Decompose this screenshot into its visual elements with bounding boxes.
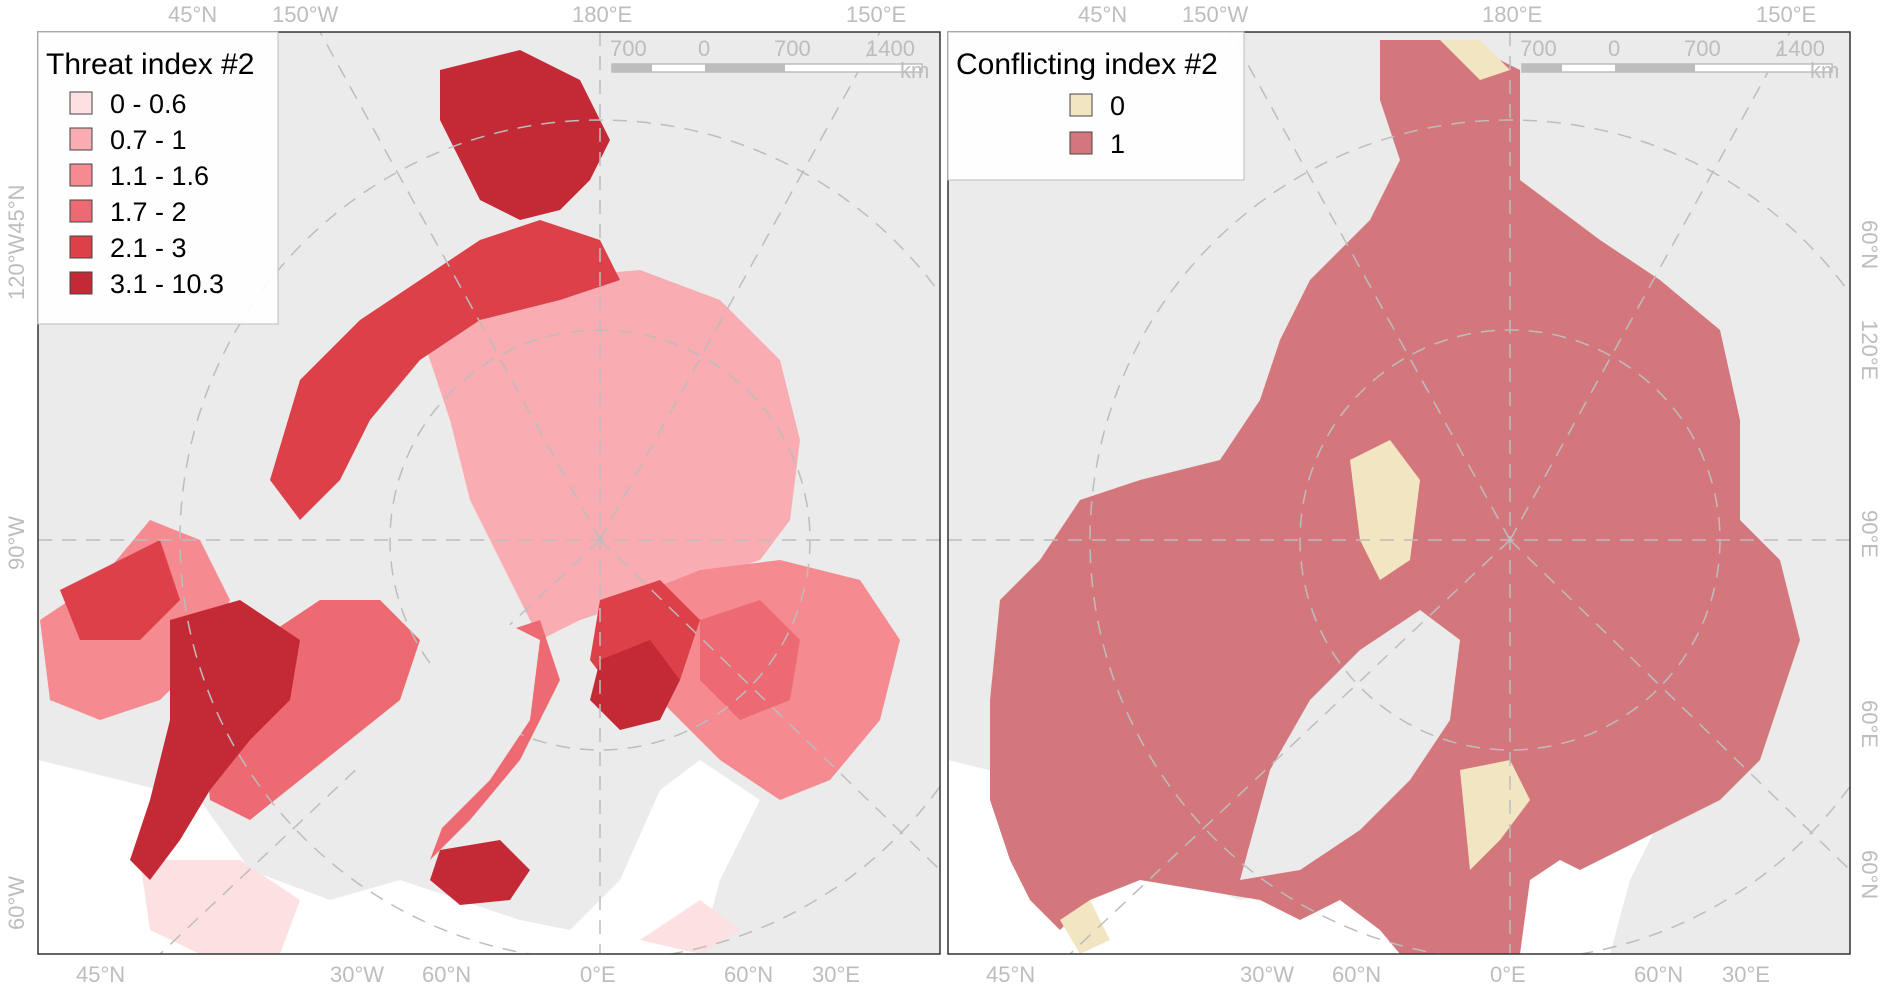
legend-label: 2.1 - 3 <box>110 233 187 263</box>
legend-threat: Threat index #2 0 - 0.6 0.7 - 1 1.1 - 1.… <box>37 31 279 325</box>
greenland-landmass <box>1240 610 1460 880</box>
graticule-label: 30°E <box>812 962 860 985</box>
threat-class-1.1-1.6 <box>40 520 900 800</box>
threat-class-3.1-10.3 <box>130 50 680 905</box>
graticule-label: 30°W <box>1240 962 1294 985</box>
scale-unit: km <box>1810 58 1839 83</box>
scale-tick: 1400 <box>1776 36 1825 61</box>
scale-tick: 0 <box>698 36 710 61</box>
open-ocean-area <box>948 760 1670 954</box>
scale-tick: 1400 <box>866 36 915 61</box>
graticule-label: 60°N <box>1634 962 1683 985</box>
scale-tick: 700 <box>1520 36 1557 61</box>
graticule-label: 150°W <box>272 2 339 27</box>
graticule-label: 45°N <box>1078 2 1127 27</box>
graticule-lines <box>948 32 1850 954</box>
graticule-lines <box>38 32 940 954</box>
scale-tick: 0 <box>1608 36 1620 61</box>
graticule-label: 150°W <box>1182 2 1249 27</box>
legend-label: 0 <box>1110 91 1125 121</box>
graticule-label: 90°E <box>1857 510 1882 558</box>
graticule-label: 120°W45°N <box>4 185 29 300</box>
legend-label: 1.1 - 1.6 <box>110 161 209 191</box>
legend-swatch <box>1069 93 1093 117</box>
graticule-label: 0°E <box>580 962 616 985</box>
graticule-label: 60°N <box>1857 850 1882 899</box>
graticule-label: 180°E <box>572 2 632 27</box>
legend-label: 0 - 0.6 <box>110 89 187 119</box>
graticule-label: 60°E <box>1857 700 1882 748</box>
legend-swatch <box>69 91 93 115</box>
graticule-label: 60°N <box>724 962 773 985</box>
scale-bar: 700 0 700 1400 km <box>1520 36 1839 83</box>
threat-class-0.7-1 <box>420 270 800 640</box>
graticule-label: 0°E <box>1490 962 1526 985</box>
scale-bar: 700 0 700 1400 km <box>610 36 929 83</box>
graticule-label: 60°N <box>1332 962 1381 985</box>
graticule-label: 60°W <box>4 876 29 930</box>
graticule-label: 45°N <box>168 2 217 27</box>
graticule-label: 45°N <box>986 962 1035 985</box>
graticule-label: 150°E <box>846 2 906 27</box>
graticule-label: 30°W <box>330 962 384 985</box>
threat-index-map: Threat index #2 0 - 0.6 0.7 - 1 1.1 - 1.… <box>4 2 941 985</box>
scale-tick: 700 <box>610 36 647 61</box>
legend-label: 3.1 - 10.3 <box>110 269 224 299</box>
threat-class-0-0.6 <box>140 860 740 954</box>
legend-swatch <box>1069 131 1093 155</box>
graticule-label: 90°W <box>4 516 29 570</box>
legend-title: Threat index #2 <box>46 48 254 81</box>
graticule-label: 60°N <box>1857 220 1882 269</box>
legend-label: 0.7 - 1 <box>110 125 187 155</box>
legend-swatch <box>69 163 93 187</box>
legend-swatch <box>69 235 93 259</box>
graticule-label: 150°E <box>1756 2 1816 27</box>
legend-label: 1 <box>1110 129 1125 159</box>
graticule-label: 45°N <box>76 962 125 985</box>
graticule-label: 60°N <box>422 962 471 985</box>
panel-border <box>37 31 941 955</box>
graticule-label: 30°E <box>1722 962 1770 985</box>
scale-tick: 700 <box>774 36 811 61</box>
panel-border <box>947 31 1851 955</box>
legend-conflicting: Conflicting index #2 0 1 <box>947 31 1245 181</box>
conflicting-index-map: Conflicting index #2 0 1 700 0 700 1400 … <box>947 2 1882 985</box>
greenland-interior <box>330 620 540 870</box>
scale-tick: 700 <box>1684 36 1721 61</box>
graticule-label: 120°E <box>1857 320 1882 380</box>
scale-unit: km <box>900 58 929 83</box>
legend-swatch <box>69 271 93 295</box>
graticule-label: 180°E <box>1482 2 1542 27</box>
legend-label: 1.7 - 2 <box>110 197 187 227</box>
legend-swatch <box>69 199 93 223</box>
legend-title: Conflicting index #2 <box>956 48 1218 81</box>
legend-swatch <box>69 127 93 151</box>
